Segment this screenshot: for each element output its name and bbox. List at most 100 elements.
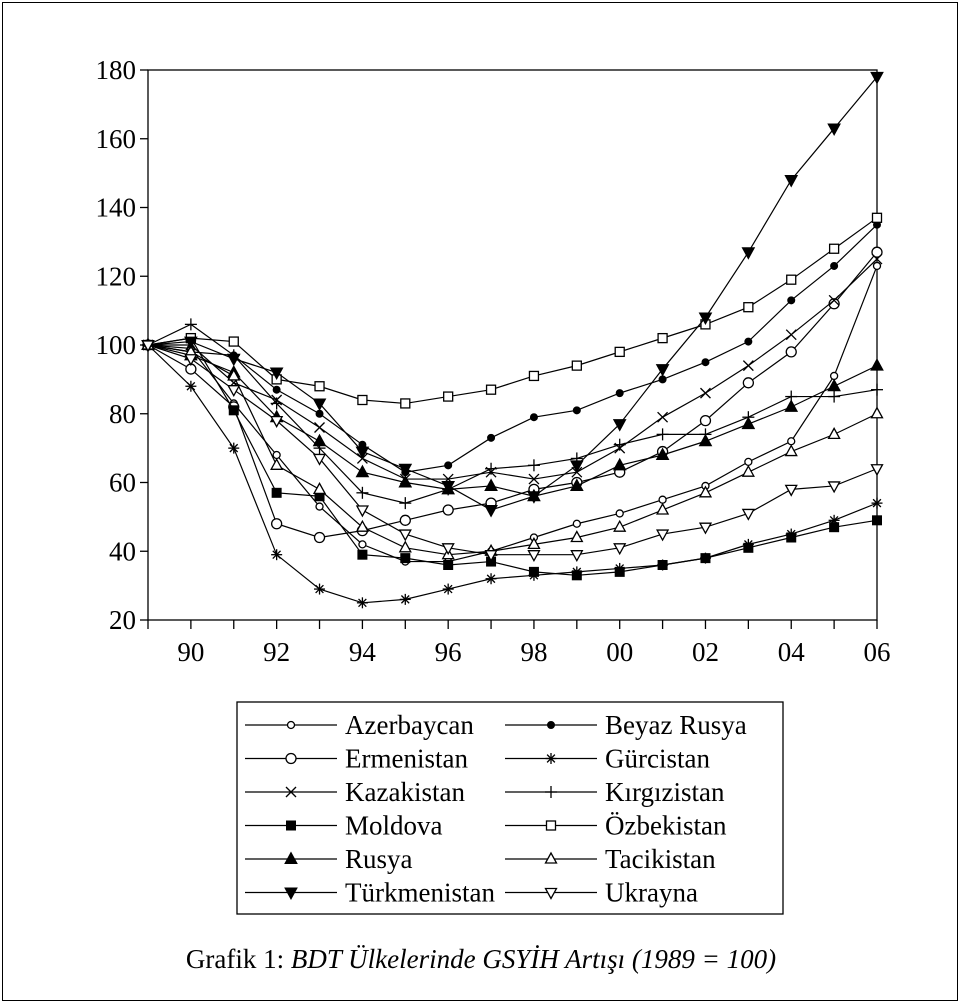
data-point-Türkmenistan-1998 [527, 491, 541, 504]
series-line-Beyaz Rusya [147, 224, 878, 473]
plot-frame [147, 69, 878, 621]
x-tick-label-00: 00 [606, 637, 633, 667]
legend-marker-Özbekistan [545, 820, 557, 831]
data-point-Azerbaycan-2001 [658, 495, 667, 504]
data-point-Tacikistan-1998 [527, 537, 541, 550]
data-point-Özbekistan-2003 [743, 302, 754, 313]
data-point-Azerbaycan-2000 [615, 509, 624, 518]
data-point-Ukrayna-2004 [784, 484, 798, 497]
data-point-Moldova-1992 [271, 487, 282, 498]
data-point-Tacikistan-2003 [741, 464, 755, 477]
series-line-Gürcistan [147, 344, 878, 604]
series-Kırgızistan [142, 318, 883, 510]
data-point-Gürcistan-1995 [399, 593, 411, 605]
series-line-Ukrayna [147, 344, 878, 556]
legend-label-Ukrayna: Ukrayna [605, 878, 698, 908]
y-tick-label-60: 60 [109, 468, 136, 498]
caption-label: Grafik 1: [185, 944, 285, 974]
data-point-Ukrayna-1999 [570, 550, 584, 563]
legend-item-Ukrayna: Ukrayna [505, 878, 698, 908]
data-point-Tacikistan-1993 [312, 482, 327, 495]
data-point-Moldova-2002 [700, 553, 711, 564]
data-point-Rusya-1999 [569, 478, 584, 491]
data-point-Kazakistan-1998 [528, 473, 540, 485]
data-point-Beyaz Rusya-2004 [787, 296, 796, 305]
data-point-Kazakistan-1993 [314, 422, 325, 433]
data-point-Azerbaycan-1992 [272, 450, 281, 460]
data-point-Özbekistan-2005 [828, 243, 840, 254]
data-point-Kazakistan-2001 [657, 411, 669, 423]
data-point-Beyaz Rusya-2002 [701, 358, 710, 367]
data-point-Beyaz Rusya-1999 [572, 406, 581, 415]
legend-item-Rusya: Rusya [245, 844, 413, 874]
data-point-Özbekistan-2004 [786, 274, 797, 285]
figure-caption: Grafik 1: BDT Ülkelerinde GSYİH Artışı (… [0, 944, 962, 975]
data-point-Kırgızistan-2001 [656, 428, 669, 441]
data-point-Beyaz Rusya-1997 [487, 433, 496, 442]
data-point-Beyaz Rusya-1993 [315, 409, 324, 418]
data-point-Türkmenistan-2005 [827, 123, 841, 136]
series-Rusya [141, 337, 884, 502]
legend-label-Ermenistan: Ermenistan [345, 744, 468, 774]
data-point-Moldova-2001 [657, 560, 668, 570]
data-point-Özbekistan-1997 [485, 384, 497, 395]
data-point-Beyaz Rusya-2000 [615, 389, 624, 398]
y-tick-label-40: 40 [109, 536, 136, 566]
data-point-Tacikistan-1999 [570, 530, 584, 543]
data-point-Moldova-1999 [571, 570, 582, 581]
data-point-Kazakistan-2006 [871, 253, 883, 265]
data-point-Özbekistan-1991 [228, 336, 239, 347]
data-point-Kazakistan-2003 [742, 360, 754, 372]
series-Beyaz Rusya [144, 220, 881, 477]
data-point-Tacikistan-2002 [698, 485, 713, 498]
caption-title: BDT Ülkelerinde GSYİH Artışı (1989 = 100… [290, 944, 777, 974]
data-point-Ukrayna-2003 [741, 508, 755, 521]
y-tick-label-180: 180 [96, 55, 137, 85]
data-point-Moldova-2003 [743, 542, 754, 553]
x-tick-label-04: 04 [778, 637, 806, 667]
data-point-Ukrayna-1993 [312, 453, 327, 466]
data-point-Ukrayna-1994 [355, 505, 370, 518]
data-point-Azerbaycan-2005 [829, 371, 839, 381]
data-point-Gürcistan-1994 [356, 597, 368, 609]
x-tick-label-06: 06 [864, 637, 891, 667]
data-point-Moldova-1996 [443, 560, 454, 570]
legend-marker-Tacikistan [544, 851, 558, 864]
data-point-Moldova-2005 [829, 522, 840, 533]
data-point-Azerbaycan-1999 [572, 519, 581, 528]
data-point-Özbekistan-1996 [443, 391, 454, 402]
data-point-Gürcistan-1992 [271, 549, 283, 561]
y-tick-label-80: 80 [109, 399, 136, 429]
data-point-Ukrayna-1995 [398, 529, 412, 542]
data-point-Ermenistan-1995 [399, 514, 411, 526]
legend-item-Beyaz Rusya: Beyaz Rusya [505, 710, 747, 740]
legend-marker-Moldova [286, 820, 296, 831]
data-point-Türkmenistan-2004 [784, 175, 799, 188]
data-point-Beyaz Rusya-2001 [658, 375, 667, 384]
data-point-Türkmenistan-1995 [398, 463, 413, 477]
data-point-Türkmenistan-1991 [226, 353, 241, 367]
legend-marker-Ermenistan [285, 752, 297, 765]
legend-item-Özbekistan: Özbekistan [505, 811, 727, 841]
data-point-Türkmenistan-1997 [484, 505, 498, 518]
legend-label-Kırgızistan: Kırgızistan [605, 777, 725, 807]
data-point-Ermenistan-1996 [442, 504, 454, 516]
x-tick-label-96: 96 [435, 637, 462, 667]
data-point-Gürcistan-1990 [185, 380, 197, 392]
data-point-Kırgızistan-1992 [270, 397, 283, 410]
data-point-Türkmenistan-2001 [655, 364, 670, 377]
data-point-Türkmenistan-1996 [441, 480, 456, 494]
data-point-Rusya-1993 [312, 433, 327, 447]
data-point-Özbekistan-1995 [400, 398, 411, 409]
legend-item-Kazakistan: Kazakistan [245, 777, 465, 807]
data-point-Tacikistan-2005 [827, 427, 841, 440]
data-point-Tacikistan-1994 [355, 519, 370, 532]
y-tick-label-160: 160 [96, 124, 137, 154]
legend-item-Tacikistan: Tacikistan [505, 844, 716, 874]
data-point-Tacikistan-2001 [655, 502, 670, 515]
data-point-Ukrayna-2006 [870, 464, 884, 477]
legend-marker-Rusya [284, 851, 298, 864]
data-point-Ermenistan-2006 [871, 246, 883, 258]
series-Gürcistan [142, 339, 883, 609]
series-line-Azerbaycan [147, 265, 878, 563]
